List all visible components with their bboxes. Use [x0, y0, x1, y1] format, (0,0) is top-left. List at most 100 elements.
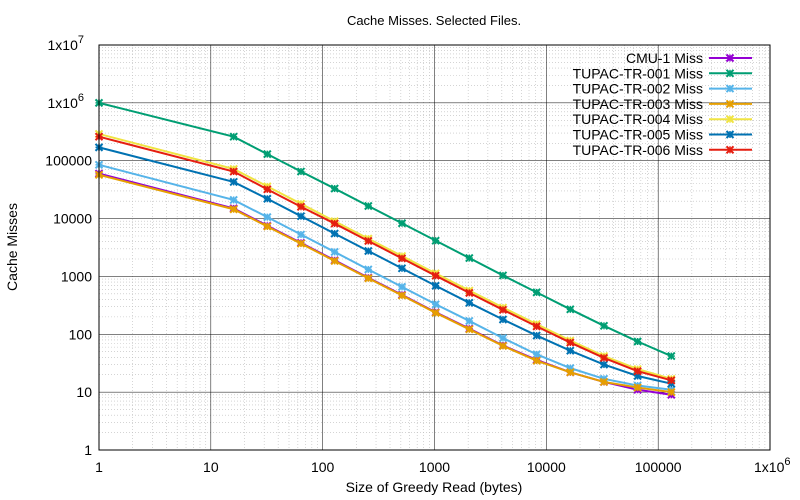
legend-marker [725, 130, 735, 139]
data-point [498, 271, 508, 280]
legend-label: TUPAC-TR-001 Miss [573, 65, 703, 81]
data-point [633, 383, 642, 392]
legend-marker [725, 84, 735, 93]
data-point [498, 333, 508, 343]
data-point [566, 305, 575, 314]
legend-marker [725, 145, 735, 155]
data-point [532, 322, 541, 331]
data-point [667, 376, 676, 385]
data-point [263, 185, 272, 194]
data-point [431, 281, 440, 290]
data-point [397, 264, 407, 273]
data-point [263, 194, 272, 203]
legend-marker [725, 114, 735, 124]
data-point [532, 331, 541, 340]
data-point [330, 219, 339, 228]
x-axis-ticks: 1 10 100 1000 10000 100000 1x106 [95, 456, 790, 475]
series [94, 169, 676, 399]
data-point [566, 368, 575, 377]
data-point [296, 211, 306, 221]
data-point [498, 305, 508, 315]
data-point [465, 298, 474, 308]
data-point [566, 346, 575, 355]
data-point [229, 167, 238, 176]
chart-title: Cache Misses. Selected Files. [347, 13, 521, 28]
y-tick-label: 10 [76, 384, 92, 400]
x-tick-label: 1000 [419, 459, 450, 475]
legend-label: TUPAC-TR-006 Miss [573, 142, 703, 158]
data-point [330, 229, 339, 238]
y-tick-label: 100000 [45, 153, 92, 169]
x-axis-label: Size of Greedy Read (bytes) [346, 479, 523, 495]
data-point [532, 356, 541, 365]
legend-label: CMU-1 Miss [626, 50, 703, 66]
legend-marker [725, 69, 735, 78]
data-point [296, 202, 306, 211]
y-tick-label: 1000 [61, 268, 92, 284]
x-tick-label: 100000 [635, 459, 682, 475]
data-point [296, 239, 306, 248]
data-point [263, 222, 272, 231]
data-point [465, 253, 474, 263]
data-point [397, 254, 407, 263]
data-point [667, 351, 676, 361]
data-point [599, 321, 609, 331]
plot-frame [98, 44, 771, 451]
data-point [465, 288, 474, 298]
data-point [498, 341, 508, 351]
y-axis-label: Cache Misses [4, 203, 20, 291]
data-point [330, 184, 339, 193]
series [94, 132, 676, 385]
x-tick-label: 1 [95, 459, 103, 475]
data-point [364, 246, 373, 256]
legend-label: TUPAC-TR-002 Miss [573, 81, 703, 97]
data-point [296, 167, 306, 176]
x-tick-label: 1x106 [754, 456, 790, 475]
series-line [98, 173, 672, 394]
data-point [633, 367, 642, 376]
series-lines [94, 98, 676, 399]
y-tick-label: 10000 [53, 211, 92, 227]
data-point [397, 291, 407, 300]
data-point [431, 308, 440, 318]
data-point [599, 353, 609, 363]
data-point [263, 149, 272, 159]
data-point [633, 337, 642, 346]
series [94, 170, 676, 397]
data-point [330, 256, 339, 266]
y-tick-label: 1x106 [48, 92, 84, 111]
data-point [364, 265, 373, 274]
data-point [229, 195, 238, 205]
data-point [364, 201, 373, 211]
data-point [229, 177, 238, 187]
data-point [431, 236, 440, 245]
data-point [532, 288, 541, 297]
legend-marker [725, 53, 735, 63]
data-point [667, 387, 676, 397]
legend-label: TUPAC-TR-005 Miss [573, 127, 703, 143]
data-point [229, 132, 238, 141]
x-tick-label: 100 [311, 459, 335, 475]
data-point [566, 338, 575, 347]
data-point [263, 212, 272, 222]
series-line [98, 172, 672, 396]
y-tick-label: 1 [84, 442, 92, 458]
data-point [498, 315, 508, 324]
data-point [599, 360, 609, 369]
data-point [364, 236, 373, 246]
data-point [330, 247, 339, 257]
series [94, 98, 676, 361]
data-point [397, 282, 407, 292]
data-point [431, 271, 440, 280]
data-point [532, 350, 541, 359]
x-tick-label: 10 [203, 459, 219, 475]
y-axis-ticks: 1 10 100 1000 10000 100000 1x106 1x107 [45, 34, 92, 458]
data-point [229, 205, 238, 214]
data-point [296, 230, 306, 239]
data-point [599, 377, 609, 387]
x-tick-label: 10000 [527, 459, 566, 475]
legend-label: TUPAC-TR-003 Miss [573, 96, 703, 112]
data-point [431, 300, 440, 309]
